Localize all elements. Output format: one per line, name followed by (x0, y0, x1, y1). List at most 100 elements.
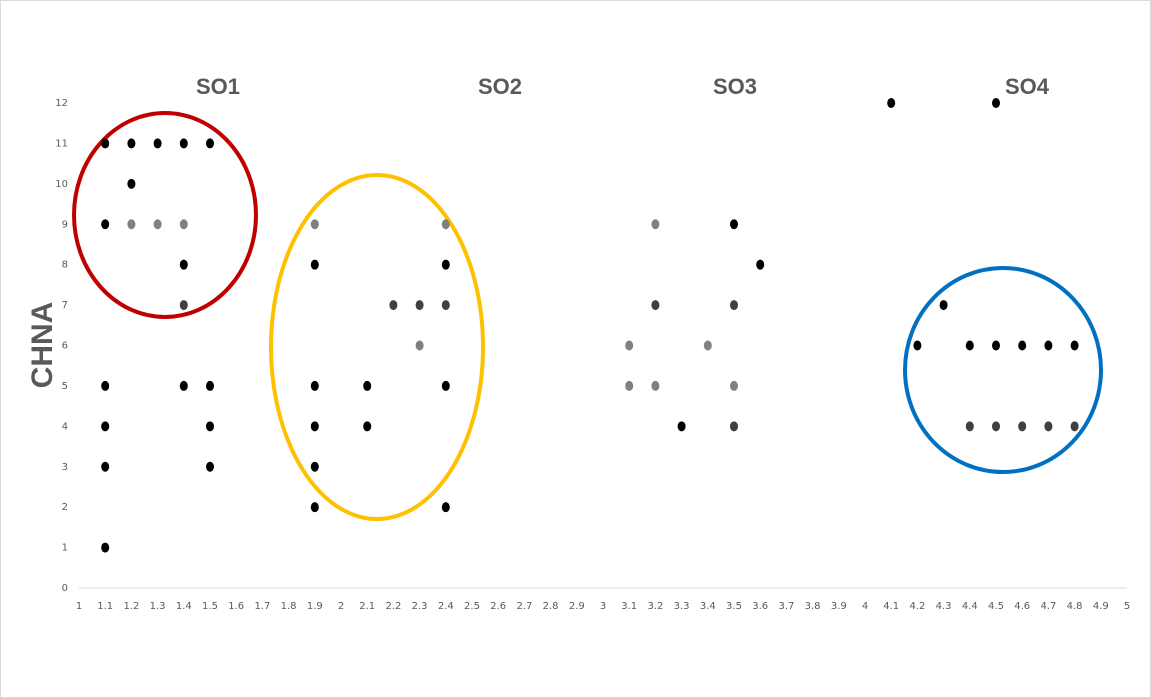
point (730, 300, 738, 311)
x-tick-label: 1.8 (281, 601, 297, 612)
y-tick-label: 11 (55, 138, 68, 149)
x-tick-label: 4.6 (1014, 601, 1030, 612)
point (625, 340, 634, 351)
x-tick-label: 1.3 (150, 601, 166, 612)
section-label: SO4 (1005, 74, 1050, 99)
x-tick-label: 2.8 (543, 601, 559, 612)
point (206, 421, 214, 432)
point (310, 461, 319, 472)
point (179, 300, 188, 311)
point (101, 421, 110, 432)
x-tick-label: 4.1 (883, 601, 899, 612)
x-tick-label: 2.3 (412, 601, 428, 612)
point (887, 98, 896, 108)
section-label: SO2 (478, 74, 522, 99)
point (179, 380, 188, 391)
point (441, 259, 450, 270)
point (1044, 340, 1053, 351)
x-tick-label: 4.9 (1093, 601, 1109, 612)
point (703, 340, 712, 351)
y-tick-label: 1 (62, 543, 68, 554)
point (756, 259, 765, 270)
x-tick-label: 2.9 (569, 601, 585, 612)
point (179, 219, 188, 230)
point (206, 138, 214, 149)
y-tick-label: 3 (62, 462, 68, 473)
point (913, 340, 922, 351)
y-tick-label: 2 (62, 502, 68, 513)
point (389, 300, 398, 311)
x-tick-label: 1 (76, 601, 82, 612)
x-tick-label: 2.5 (464, 601, 480, 612)
point (730, 219, 738, 230)
highlight-circle-blue (903, 266, 1103, 474)
x-tick-label: 2.1 (359, 601, 375, 612)
point (441, 502, 450, 513)
x-tick-label: 4.2 (909, 601, 925, 612)
x-tick-label: 2 (338, 601, 344, 612)
point (677, 421, 686, 432)
point (415, 340, 424, 351)
point (625, 380, 634, 391)
y-tick-label: 9 (62, 219, 68, 230)
x-tick-label: 1.9 (307, 601, 323, 612)
x-tick-label: 1.6 (228, 601, 244, 612)
x-tick-label: 4.8 (1067, 601, 1083, 612)
x-tick-label: 2.6 (490, 601, 506, 612)
point (965, 340, 974, 351)
point (127, 219, 136, 230)
point (310, 502, 319, 513)
x-tick-label: 1.5 (202, 601, 218, 612)
point (415, 300, 424, 311)
x-tick-label: 4 (862, 601, 868, 612)
y-tick-label: 7 (62, 300, 68, 311)
point (153, 138, 162, 149)
y-tick-label: 5 (62, 381, 68, 392)
x-tick-label: 4.4 (962, 601, 978, 612)
x-tick-label: 4.3 (936, 601, 952, 612)
point (1018, 421, 1027, 432)
point (651, 380, 660, 391)
point (441, 380, 450, 391)
point (127, 138, 136, 149)
y-tick-label: 12 (55, 98, 68, 109)
y-tick-label: 4 (62, 421, 68, 432)
point (206, 461, 214, 472)
y-axis-label: CHNA (26, 302, 59, 389)
point (730, 421, 738, 432)
x-tick-label: 3.7 (778, 601, 794, 612)
point (310, 259, 319, 270)
point (441, 219, 450, 230)
x-tick-label: 3.9 (831, 601, 847, 612)
point (206, 380, 214, 391)
x-tick-label: 1.2 (123, 601, 139, 612)
x-tick-label: 3.1 (621, 601, 637, 612)
point (651, 300, 660, 311)
x-tick-label: 1.7 (254, 601, 270, 612)
point (179, 138, 188, 149)
x-tick-label: 4.5 (988, 601, 1004, 612)
point (1018, 340, 1027, 351)
section-label: SO1 (196, 74, 240, 99)
point (363, 380, 372, 391)
x-tick-label: 2.7 (516, 601, 532, 612)
point (992, 421, 1000, 432)
point (153, 219, 162, 230)
y-tick-label: 6 (62, 341, 68, 352)
point (101, 461, 110, 472)
point (651, 219, 660, 230)
x-tick-label: 3.4 (700, 601, 716, 612)
point (101, 138, 110, 149)
point (939, 300, 948, 311)
point (992, 98, 1000, 108)
point (992, 340, 1000, 351)
point (127, 178, 136, 189)
point (1070, 421, 1079, 432)
x-tick-label: 5 (1124, 601, 1130, 612)
x-tick-label: 1.4 (176, 601, 192, 612)
y-tick-label: 10 (55, 179, 68, 190)
point (101, 219, 110, 230)
x-tick-label: 2.2 (385, 601, 401, 612)
point (1070, 340, 1079, 351)
